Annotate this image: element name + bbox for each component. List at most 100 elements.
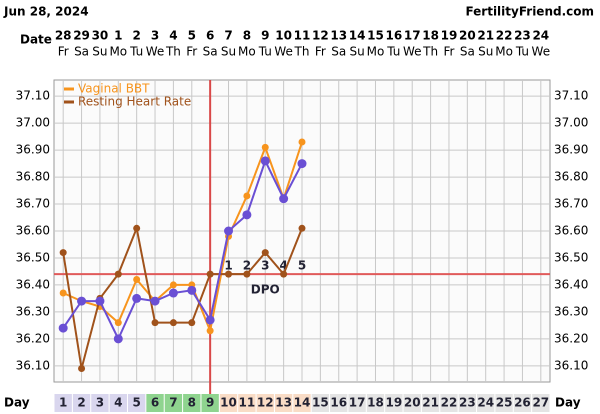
- date-label: 5: [188, 29, 196, 43]
- weekday-label: Mo: [109, 45, 127, 59]
- date-label: 7: [224, 29, 232, 43]
- y-tick-label: 37.10: [16, 89, 50, 103]
- day-number: 6: [151, 396, 159, 410]
- data-point: [59, 249, 67, 257]
- data-point: [78, 365, 86, 373]
- weekday-label: Su: [349, 45, 364, 59]
- y-tick-label-right: 36.10: [554, 358, 588, 372]
- data-point: [279, 194, 289, 204]
- data-point: [169, 319, 177, 327]
- y-tick-label-right: 36.50: [554, 250, 588, 264]
- y-tick-label: 36.30: [16, 304, 50, 318]
- series-line: [62, 224, 303, 369]
- y-tick-label-right: 36.30: [554, 304, 588, 318]
- weekday-label: We: [403, 45, 422, 59]
- day-number: 22: [441, 396, 458, 410]
- day-box: [274, 394, 293, 412]
- date-label: 29: [73, 29, 90, 43]
- day-box: [109, 394, 127, 412]
- data-point: [169, 281, 177, 289]
- date-label: 23: [514, 29, 531, 43]
- day-box: [91, 394, 109, 412]
- data-point: [114, 270, 122, 278]
- data-point: [205, 315, 215, 325]
- data-point: [298, 138, 306, 146]
- weekday-label: Su: [478, 45, 493, 59]
- y-tick-label-right: 36.80: [554, 170, 588, 184]
- weekday-label: Sa: [74, 45, 89, 59]
- date-label: 8: [243, 29, 251, 43]
- date-label: Date: [20, 33, 52, 47]
- day-number: 18: [367, 396, 384, 410]
- date-label: 20: [459, 29, 476, 43]
- day-number: 23: [459, 396, 476, 410]
- data-point: [206, 270, 214, 278]
- date-label: 28: [55, 29, 72, 43]
- dpo-label: 1: [224, 259, 232, 273]
- day-box: [532, 394, 550, 412]
- data-point: [59, 289, 67, 297]
- series-line: [62, 158, 303, 342]
- day-box: [495, 394, 513, 412]
- date-label: 19: [441, 29, 458, 43]
- weekday-label: We: [274, 45, 293, 59]
- day-box: [366, 394, 385, 412]
- day-number: 3: [96, 396, 104, 410]
- day-number: 13: [275, 396, 292, 410]
- day-box: [164, 394, 183, 412]
- day-number: 14: [294, 396, 311, 410]
- y-tick-label-right: 36.40: [554, 277, 588, 291]
- day-box: [403, 394, 421, 412]
- y-tick-label: 36.50: [16, 250, 50, 264]
- day-box: [219, 394, 238, 412]
- y-tick-label: 36.90: [16, 143, 50, 157]
- weekday-label: We: [146, 45, 165, 59]
- weekday-label: We: [532, 45, 551, 59]
- weekday-label: Tu: [386, 45, 400, 59]
- day-number: 11: [239, 396, 256, 410]
- day-number: 20: [404, 396, 421, 410]
- data-point: [58, 323, 68, 333]
- weekday-label: Th: [294, 45, 310, 59]
- date-label: 2: [132, 29, 140, 43]
- day-box: [183, 394, 201, 412]
- data-point: [113, 334, 123, 344]
- data-point: [261, 143, 269, 151]
- data-point: [243, 192, 251, 200]
- day-number: 21: [422, 396, 439, 410]
- weekday-label: Tu: [258, 45, 272, 59]
- data-point: [133, 276, 141, 284]
- dpo-label: 2: [243, 259, 251, 273]
- day-number: 19: [386, 396, 403, 410]
- day-box: [293, 394, 311, 412]
- weekday-label: Fr: [58, 45, 69, 59]
- weekday-label: Tu: [129, 45, 143, 59]
- data-point: [280, 270, 288, 278]
- day-number: 25: [496, 396, 513, 410]
- data-point: [188, 319, 196, 327]
- legend-label: Resting Heart Rate: [78, 95, 191, 109]
- date-label: 24: [532, 29, 549, 43]
- date-label: 11: [294, 29, 311, 43]
- date-label: 12: [312, 29, 329, 43]
- site-name: FertilityFriend.com: [465, 5, 594, 19]
- data-point: [150, 296, 160, 306]
- date-label: 4: [169, 29, 177, 43]
- date-label: 22: [496, 29, 513, 43]
- day-number: 17: [349, 396, 366, 410]
- day-box: [311, 394, 330, 412]
- weekday-label: Fr: [443, 45, 454, 59]
- day-number: 2: [77, 396, 85, 410]
- weekday-label: Mo: [367, 45, 385, 59]
- date-label: 15: [367, 29, 384, 43]
- y-tick-label: 37.00: [16, 116, 50, 130]
- date-label: 3: [151, 29, 159, 43]
- weekday-label: Mo: [495, 45, 513, 59]
- day-box: [54, 394, 72, 412]
- chart-title: Jun 28, 2024: [3, 5, 89, 19]
- data-point: [168, 288, 178, 298]
- dpo-text: DPO: [251, 283, 280, 297]
- weekday-label: Th: [165, 45, 181, 59]
- date-label: 13: [330, 29, 347, 43]
- weekday-label: Th: [422, 45, 438, 59]
